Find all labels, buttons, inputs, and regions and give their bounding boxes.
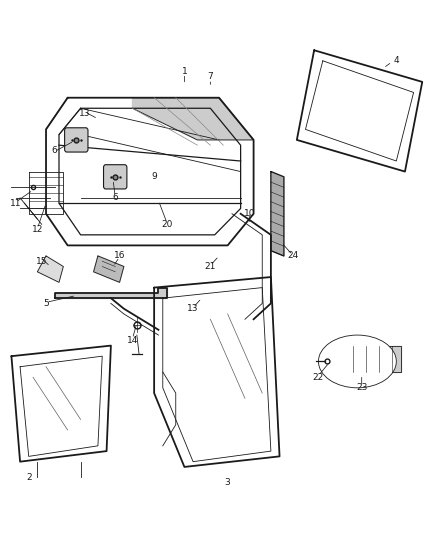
Text: 15: 15 [36, 257, 47, 266]
Text: 22: 22 [313, 373, 324, 382]
Polygon shape [94, 256, 124, 282]
Text: 7: 7 [208, 72, 213, 81]
Polygon shape [133, 98, 254, 140]
Text: 11: 11 [10, 199, 21, 208]
Polygon shape [340, 345, 401, 372]
FancyBboxPatch shape [103, 165, 127, 189]
Text: 6: 6 [112, 193, 118, 203]
Text: 13: 13 [187, 304, 199, 313]
Text: 4: 4 [393, 56, 399, 66]
Text: 5: 5 [43, 299, 49, 308]
Polygon shape [271, 172, 284, 256]
Text: 14: 14 [127, 336, 138, 345]
Ellipse shape [318, 335, 396, 388]
Text: 16: 16 [114, 252, 125, 261]
Text: 20: 20 [162, 220, 173, 229]
Text: 6: 6 [52, 146, 57, 155]
Text: 3: 3 [225, 478, 230, 487]
Text: 2: 2 [26, 473, 32, 482]
Text: 23: 23 [356, 383, 367, 392]
Polygon shape [37, 256, 64, 282]
Text: 13: 13 [79, 109, 91, 118]
Text: 10: 10 [244, 209, 255, 218]
Text: 12: 12 [32, 225, 43, 234]
FancyBboxPatch shape [65, 128, 88, 152]
Text: 24: 24 [287, 252, 298, 261]
Text: 1: 1 [181, 67, 187, 76]
Polygon shape [55, 288, 167, 298]
Text: 9: 9 [151, 172, 157, 181]
Text: 21: 21 [205, 262, 216, 271]
